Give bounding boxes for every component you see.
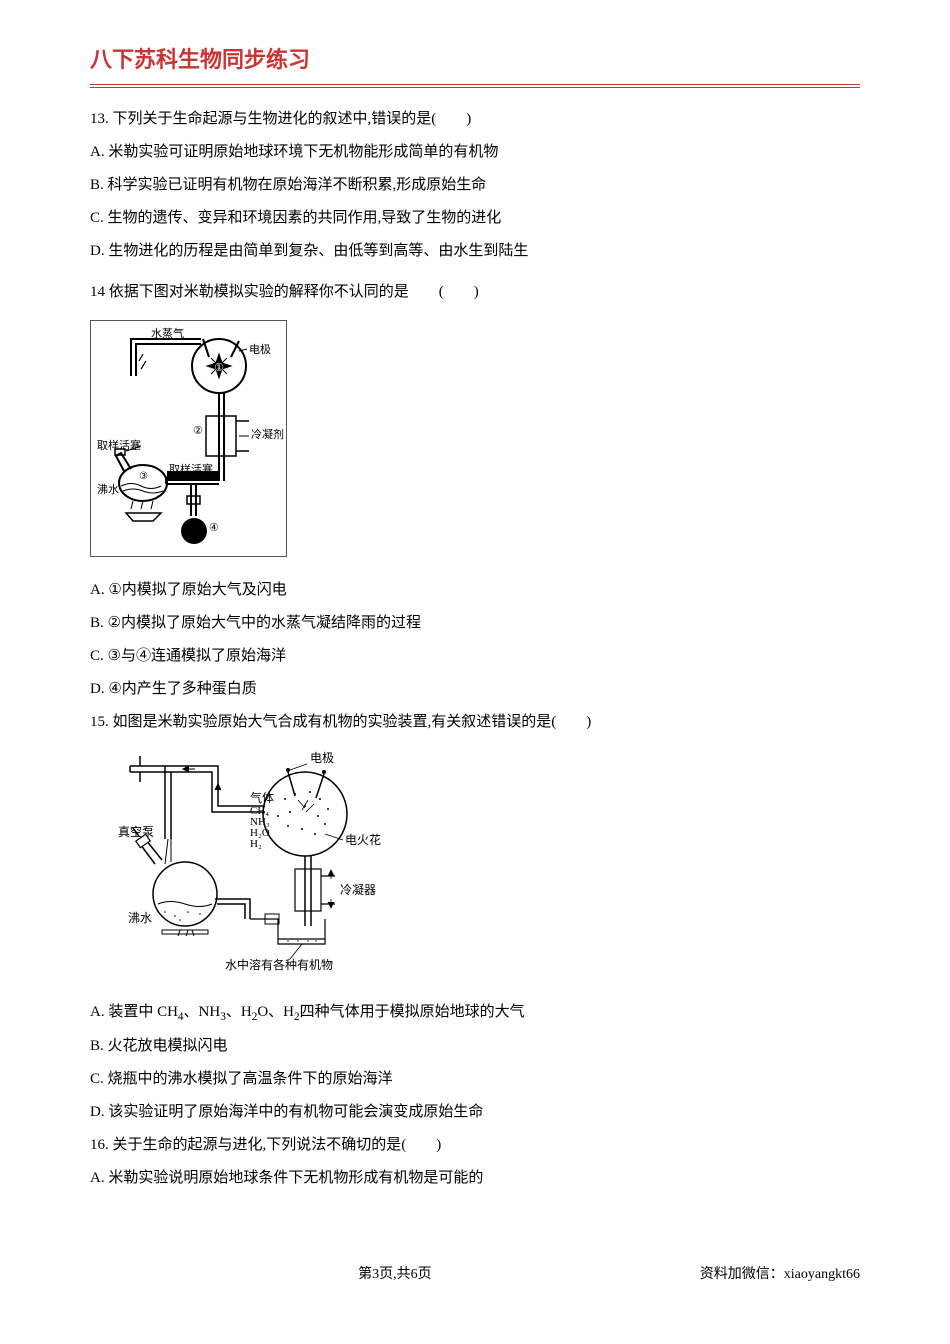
label-electrode2: 电极 (310, 751, 334, 765)
q14-stem: 14 依据下图对米勒模拟实验的解释你不认同的是 ( ) (90, 279, 860, 306)
page-footer: 第3页,共6页 资料加微信：xiaoyangkt66 (90, 1262, 860, 1287)
q13-opt-d: D. 生物进化的历程是由简单到复杂、由低等到高等、由水生到陆生 (90, 238, 860, 265)
q15-opt-d: D. 该实验证明了原始海洋中的有机物可能会演变成原始生命 (90, 1099, 860, 1126)
svg-text:③: ③ (139, 471, 148, 482)
label-coolant: 冷凝剂 (251, 427, 284, 441)
miller-diagram-2: 电极 电火花 气体 CH₄ NH₃ H₂O H₂ 真空泵 (110, 744, 410, 979)
q15-stem: 15. 如图是米勒实验原始大气合成有机物的实验装置,有关叙述错误的是( ) (90, 709, 860, 736)
label-bottom: 水中溶有各种有机物 (225, 957, 333, 972)
q14-opt-b: B. ②内模拟了原始大气中的水蒸气凝结降雨的过程 (90, 610, 860, 637)
q14-opt-d: D. ④内产生了多种蛋白质 (90, 676, 860, 703)
page-number: 第3页,共6页 (90, 1262, 700, 1287)
footer-wechat: 资料加微信：xiaoyangkt66 (700, 1262, 860, 1287)
q15-opt-a: A. 装置中 CH4、NH3、H2O、H2四种气体用于模拟原始地球的大气 (90, 999, 860, 1027)
label-steam: 水蒸气 (151, 326, 184, 340)
label-gas: 气体 (250, 790, 274, 805)
q13-opt-b: B. 科学实验已证明有机物在原始海洋不断积累,形成原始生命 (90, 172, 860, 199)
label-sampling2: 取样活塞 (169, 462, 213, 476)
label-spark: 电火花 (345, 832, 381, 847)
label-sampling1: 取样活塞 (97, 438, 141, 452)
q13-opt-a: A. 米勒实验可证明原始地球环境下无机物能形成简单的有机物 (90, 139, 860, 166)
header-title: 八下苏科生物同步练习 (90, 40, 860, 85)
label-condenser: 冷凝器 (340, 882, 376, 897)
q15-diagram: 电极 电火花 气体 CH₄ NH₃ H₂O H₂ 真空泵 (110, 744, 860, 989)
svg-text:②: ② (193, 425, 203, 437)
svg-text:④: ④ (209, 522, 219, 534)
miller-diagram-1: 水蒸气 ① 电极 ② 冷凝剂 取样活塞 沸水 (91, 321, 286, 556)
label-boiling: 沸水 (97, 483, 119, 496)
q14-opt-c: C. ③与④连通模拟了原始海洋 (90, 643, 860, 670)
q13-stem: 13. 下列关于生命起源与生物进化的叙述中,错误的是( ) (90, 106, 860, 133)
label-boiling2: 沸水 (128, 911, 152, 925)
header-rule (90, 87, 860, 88)
q14-diagram: 水蒸气 ① 电极 ② 冷凝剂 取样活塞 沸水 (90, 320, 287, 557)
q16-opt-a: A. 米勒实验说明原始地球条件下无机物形成有机物是可能的 (90, 1165, 860, 1192)
q16-stem: 16. 关于生命的起源与进化,下列说法不确切的是( ) (90, 1132, 860, 1159)
svg-text:①: ① (214, 362, 224, 374)
q15-opt-c: C. 烧瓶中的沸水模拟了高温条件下的原始海洋 (90, 1066, 860, 1093)
label-electrode: 电极 (249, 342, 271, 356)
q15-opt-b: B. 火花放电模拟闪电 (90, 1033, 860, 1060)
q14-opt-a: A. ①内模拟了原始大气及闪电 (90, 577, 860, 604)
q13-opt-c: C. 生物的遗传、变异和环境因素的共同作用,导致了生物的进化 (90, 205, 860, 232)
svg-text:H₂: H₂ (250, 838, 262, 850)
